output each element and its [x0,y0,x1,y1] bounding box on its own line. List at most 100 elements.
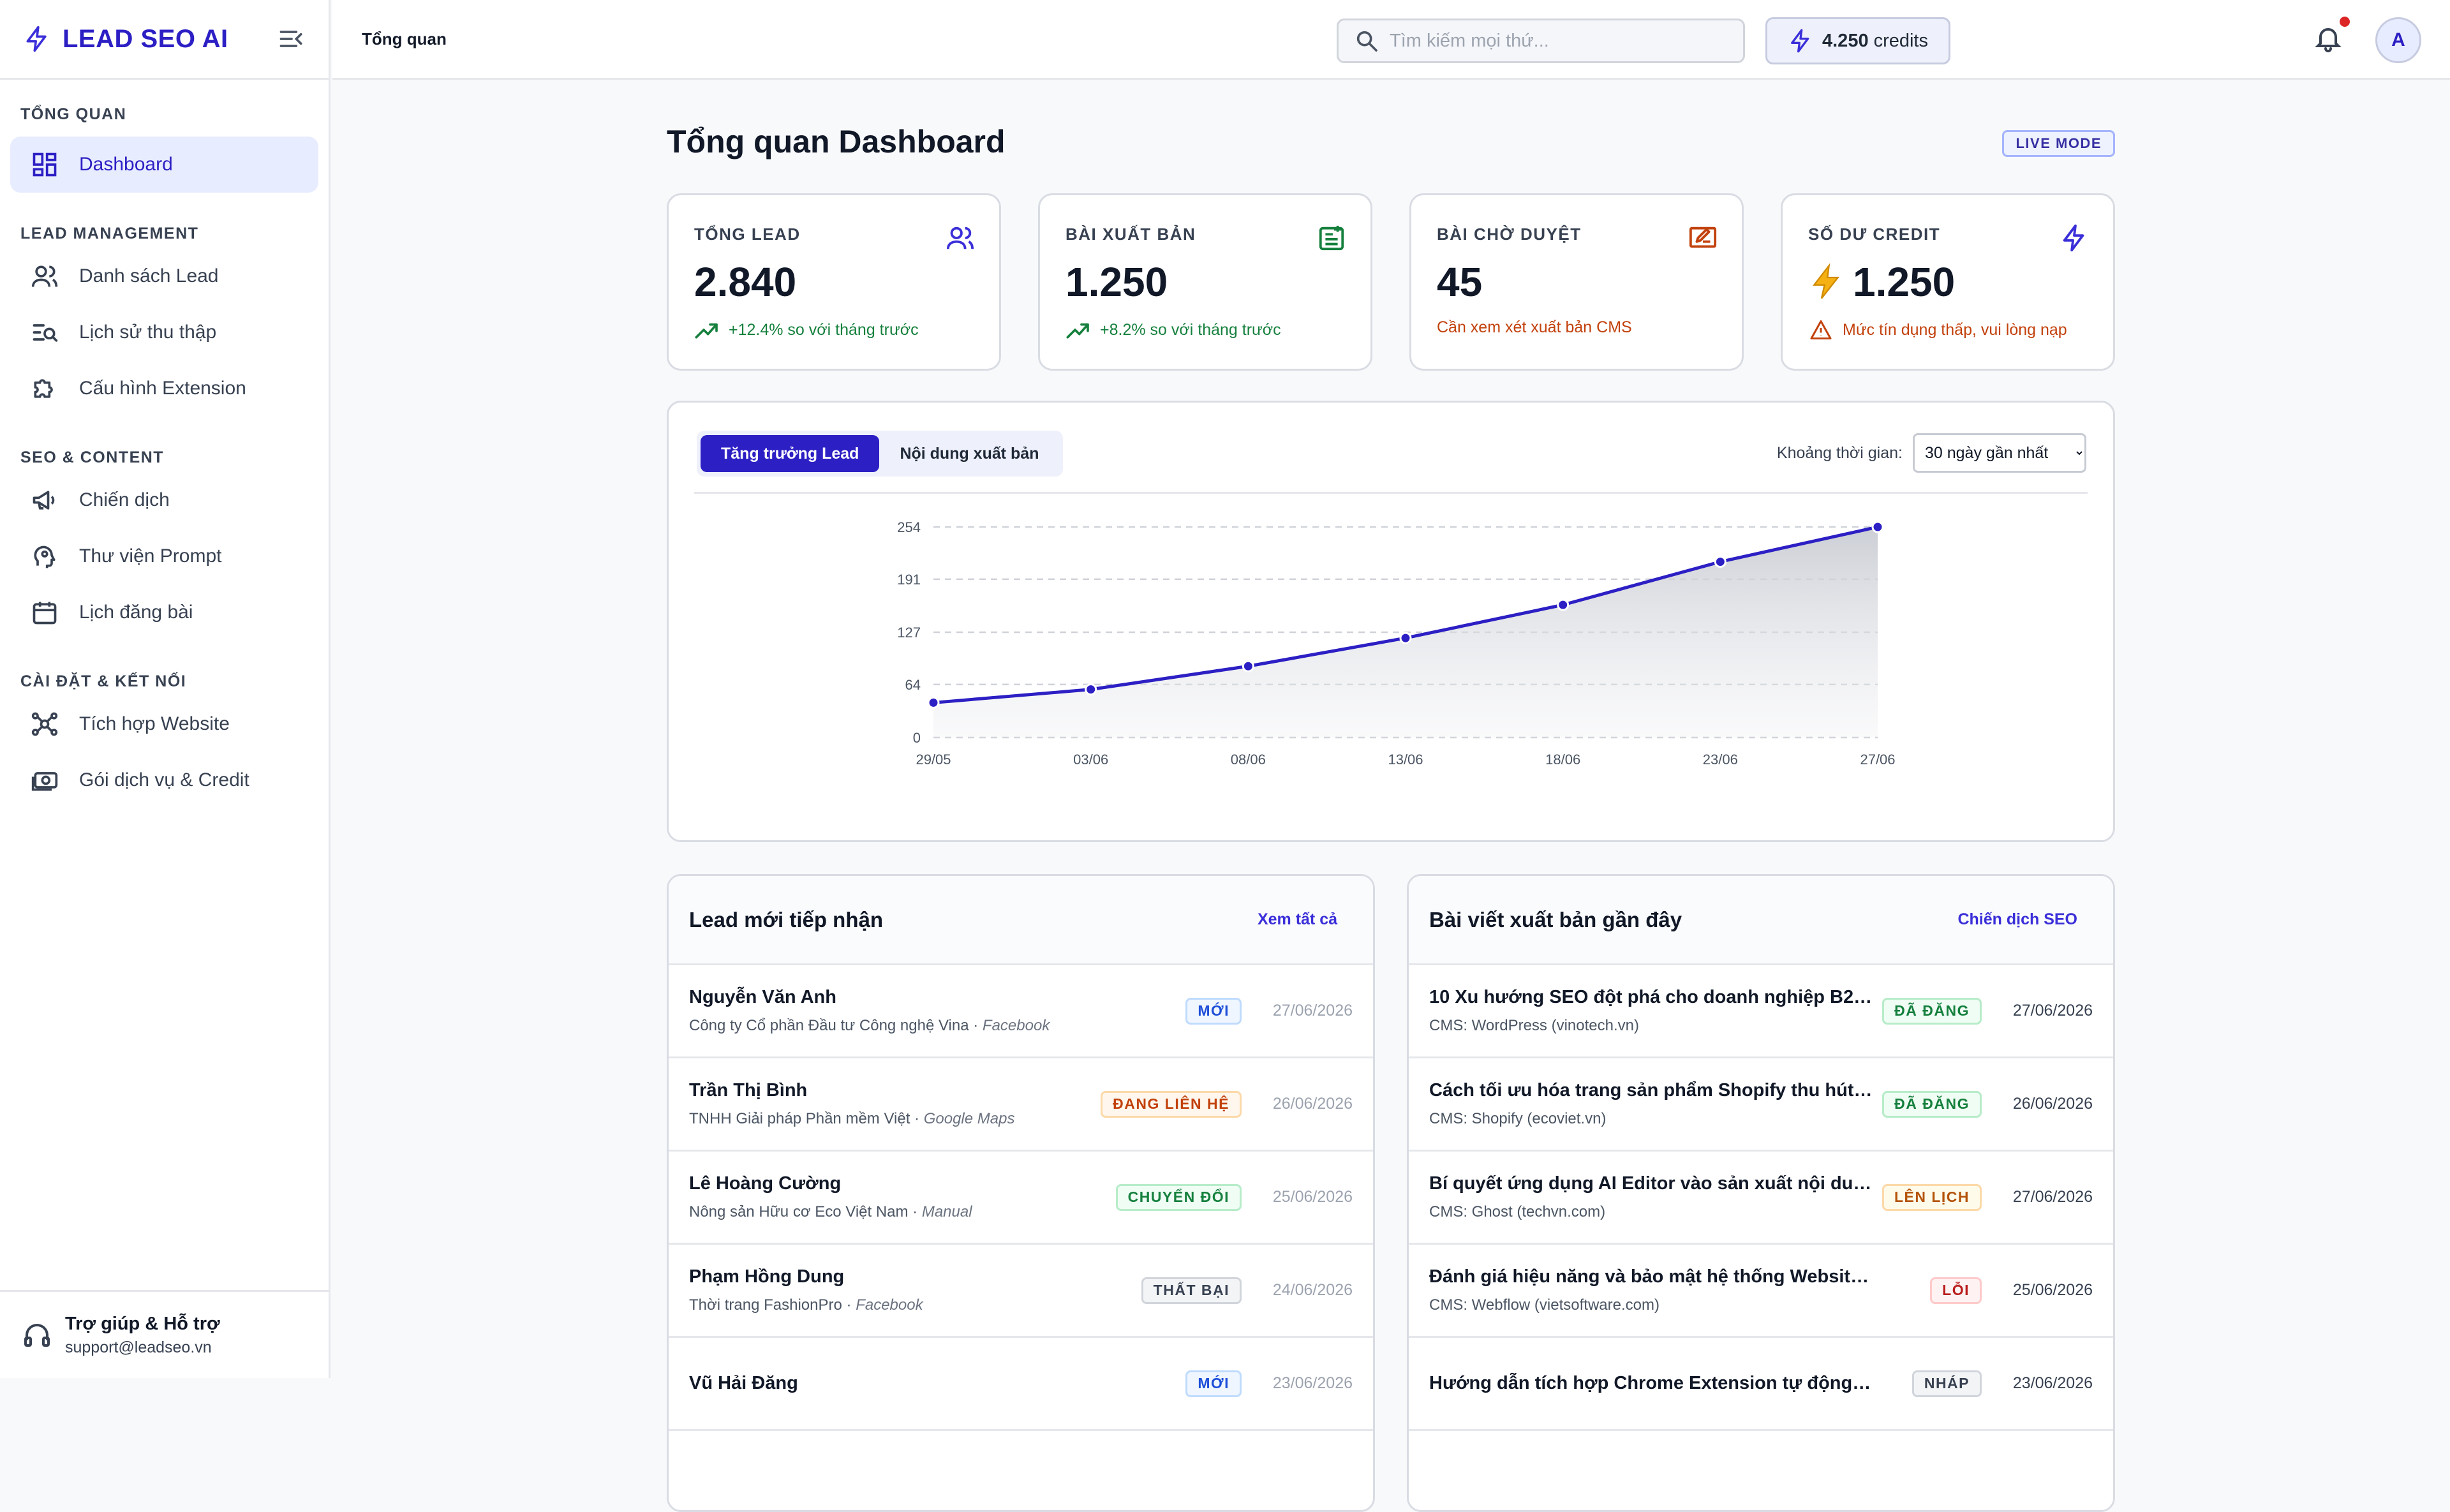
stat-value: 1.250 [1853,259,1956,305]
bolt-icon [2063,224,2084,252]
sidebar-item-lead-list[interactable]: Danh sách Lead [10,248,318,304]
post-list: 10 Xu hướng SEO đột phá cho doanh nghiệp… [1409,965,2113,1431]
logo[interactable]: LEAD SEO AI [0,0,329,80]
table-row[interactable]: Bí quyết ứng dụng AI Editor vào sản xuất… [1409,1152,2113,1245]
status-badge: LỖI [1930,1277,1982,1304]
status-badge: NHÁP [1912,1370,1982,1397]
table-row[interactable]: Trần Thị Bình TNHH Giải pháp Phần mềm Việ… [669,1058,1373,1152]
avatar[interactable]: A [2375,17,2421,63]
sidebar-item-campaigns[interactable]: Chiến dịch [10,472,318,528]
app-name: LEAD SEO AI [63,24,228,53]
tab-lead-growth[interactable]: Tăng trưởng Lead [701,435,880,472]
users-icon [946,226,974,249]
x-tick-label: 29/05 [916,752,951,767]
x-tick-label: 18/06 [1545,752,1580,767]
stats-row: TỔNG LEAD 2.840 +12.4% so với tháng trướ… [667,193,2115,371]
live-mode-badge: LIVE MODE [2002,130,2115,157]
panel-title: Bài viết xuất bản gần đây [1429,907,1682,931]
lead-date: 24/06/2026 [1272,1281,1353,1299]
status-badge: ĐANG LIÊN HỆ [1101,1090,1242,1118]
megaphone-icon [33,491,55,510]
y-tick-label: 0 [913,730,921,746]
table-row[interactable]: Nguyễn Văn Anh Công ty Cổ phần Đầu tư Côn… [669,965,1373,1058]
collapse-menu-icon[interactable] [278,25,306,53]
post-title: Bí quyết ứng dụng AI Editor vào sản xuất… [1429,1173,1876,1194]
sidebar-item-post-schedule[interactable]: Lịch đăng bài [10,584,318,641]
table-row[interactable]: 10 Xu hướng SEO đột phá cho doanh nghiệp… [1409,965,2113,1058]
status-badge: ĐÃ ĐĂNG [1882,997,1982,1025]
x-tick-label: 27/06 [1860,752,1895,767]
stat-label: TỔNG LEAD [694,225,801,244]
view-all-link[interactable]: Xem tất cả [1257,910,1337,928]
y-tick-label: 254 [897,519,921,535]
seo-campaign-link[interactable]: Chiến dịch SEO [1957,910,2077,928]
tab-published-content[interactable]: Nội dung xuất bản [900,444,1039,463]
trend-up-icon [1066,323,1089,339]
stat-value: 1.250 [1065,259,1168,305]
stat-note-text: +8.2% so với tháng trước [1100,320,1281,339]
sidebar-item-collect-history[interactable]: Lịch sử thu thập [10,304,318,360]
sidebar-item-prompt-library[interactable]: Thư viện Prompt [10,528,318,584]
status-badge: MỚI [1185,997,1242,1025]
post-date: 25/06/2026 [2012,1281,2093,1299]
lead-company: Thời trang FashionPro [689,1296,842,1314]
table-row[interactable]: Phạm Hồng Dung Thời trang FashionPro · Fa… [669,1245,1373,1338]
table-row[interactable]: Cách tối ưu hóa trang sản phẩm Shopify t… [1409,1058,2113,1152]
panel-title: Lead mới tiếp nhận [689,907,883,931]
sidebar-item-website-integration[interactable]: Tích hợp Website [10,696,318,752]
nav-section-lead: LEAD MANAGEMENT [20,225,199,242]
lead-name: Phạm Hồng Dung [689,1266,845,1287]
stat-note: Mức tín dụng thấp, vui lòng nạp [1808,318,2088,341]
lightning-emoji-icon [1812,263,1840,299]
post-date: 27/06/2026 [2012,1002,2093,1019]
chart-tabs: Tăng trưởng Lead Nội dung xuất bản [697,431,1064,477]
data-point [927,696,940,709]
money-icon [31,772,58,791]
series-area [933,527,1878,737]
sidebar-item-dashboard[interactable]: Dashboard [10,137,318,193]
sidebar-item-label: Lịch đăng bài [79,602,193,623]
table-row[interactable]: Hướng dẫn tích hợp Chrome Extension tự đ… [1409,1338,2113,1431]
x-tick-label: 03/06 [1073,752,1108,767]
trend-up-icon [695,323,718,339]
lead-company-line: Thời trang FashionPro · Facebook [689,1296,923,1314]
credits-button[interactable]: 4.250 credits [1765,17,1950,64]
y-tick-label: 64 [905,677,921,693]
sidebar-item-extension-config[interactable]: Cấu hình Extension [10,360,318,417]
lead-list: Nguyễn Văn Anh Công ty Cổ phần Đầu tư Côn… [669,965,1373,1431]
help-support[interactable]: Trợ giúp & Hỗ trợ support@leadseo.vn [0,1290,329,1378]
post-title: 10 Xu hướng SEO đột phá cho doanh nghiệp… [1429,987,1876,1007]
post-cms: CMS: WordPress (vinotech.vn) [1429,1017,1639,1034]
y-tick-label: 127 [897,625,921,641]
page-title: Tổng quan Dashboard [667,124,1006,159]
sidebar-item-label: Lịch sử thu thập [79,322,217,343]
calendar-icon [33,602,57,625]
time-range: Khoảng thời gian: 30 ngày gần nhất [1777,433,2086,473]
support-email[interactable]: support@leadseo.vn [65,1338,212,1356]
lead-date: 27/06/2026 [1272,1002,1353,1019]
search-box[interactable] [1337,19,1745,63]
table-row[interactable]: Đánh giá hiệu năng và bảo mật hệ thống W… [1409,1245,2113,1338]
stat-value: 45 [1437,259,1483,305]
panel-header: Bài viết xuất bản gần đây Chiến dịch SEO [1409,876,2113,965]
search-icon [1356,31,1377,52]
stat-card-published: BÀI XUẤT BẢN 1.250 +8.2% so với tháng tr… [1038,193,1372,371]
time-range-select[interactable]: 30 ngày gần nhất [1913,433,2086,473]
chart-card: Tăng trưởng Lead Nội dung xuất bản Khoản… [667,401,2115,842]
search-input[interactable] [1390,30,1721,52]
new-leads-panel: Lead mới tiếp nhận Xem tất cả Nguyễn Văn… [667,874,1375,1512]
lead-name: Lê Hoàng Cường [689,1173,842,1194]
table-row[interactable]: Vũ Hải Đăng MỚI 23/06/2026 [669,1338,1373,1431]
article-icon [1319,225,1344,251]
status-badge: THẤT BẠI [1141,1277,1242,1304]
notifications-button[interactable] [2313,17,2350,55]
help-title: Trợ giúp & Hỗ trợ [65,1313,220,1334]
post-cms: CMS: Ghost (techvn.com) [1429,1203,1606,1220]
stat-label: BÀI CHỜ DUYỆT [1437,225,1582,244]
data-point [1399,632,1412,644]
table-row[interactable]: Lê Hoàng Cường Nông sản Hữu cơ Eco Việt N… [669,1152,1373,1245]
data-point [1557,598,1570,611]
lead-company-line: TNHH Giải pháp Phần mềm Việt · Google Ma… [689,1110,1015,1127]
sidebar-item-plans-credit[interactable]: Gói dịch vụ & Credit [10,752,318,808]
stat-note: +8.2% so với tháng trước [1065,318,1345,341]
